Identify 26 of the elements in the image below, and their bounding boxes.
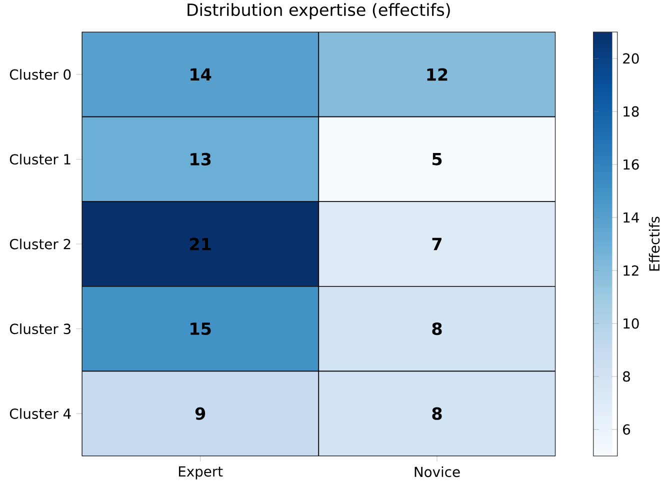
data-label: 9 <box>195 407 206 420</box>
color-bar-label: 20 <box>623 53 639 64</box>
y-tick-label: Cluster 3 <box>10 323 70 334</box>
y-tick-label: Cluster 1 <box>10 154 70 165</box>
y-tick-label: Cluster 2 <box>10 238 70 250</box>
x-tick-label: Expert <box>178 466 223 480</box>
data-label: 21 <box>190 238 211 250</box>
y-tick-label: Cluster 4 <box>10 408 71 419</box>
data-label: 12 <box>427 68 448 81</box>
color-bar-label: 8 <box>623 371 630 382</box>
x-tick-label: Novice <box>414 466 460 478</box>
data-label: 13 <box>190 152 211 166</box>
data-label: 8 <box>432 407 442 420</box>
data-label: 7 <box>432 238 442 250</box>
color-bar-title: Effectifs <box>648 216 660 271</box>
color-bar-label: 16 <box>624 159 639 170</box>
data-label: 8 <box>432 322 442 336</box>
color-bar-label: 6 <box>623 424 630 435</box>
y-tick-label: Cluster 0 <box>10 69 71 80</box>
color-bar-label: 10 <box>624 318 639 329</box>
color-bar-label: 14 <box>624 212 639 223</box>
chart-title: Distribution expertise (effectifs) <box>188 3 450 20</box>
color-bar-label: 18 <box>624 106 639 117</box>
color-bar-label: 12 <box>624 265 638 276</box>
data-label: 14 <box>190 68 212 80</box>
data-label: 5 <box>432 153 442 166</box>
